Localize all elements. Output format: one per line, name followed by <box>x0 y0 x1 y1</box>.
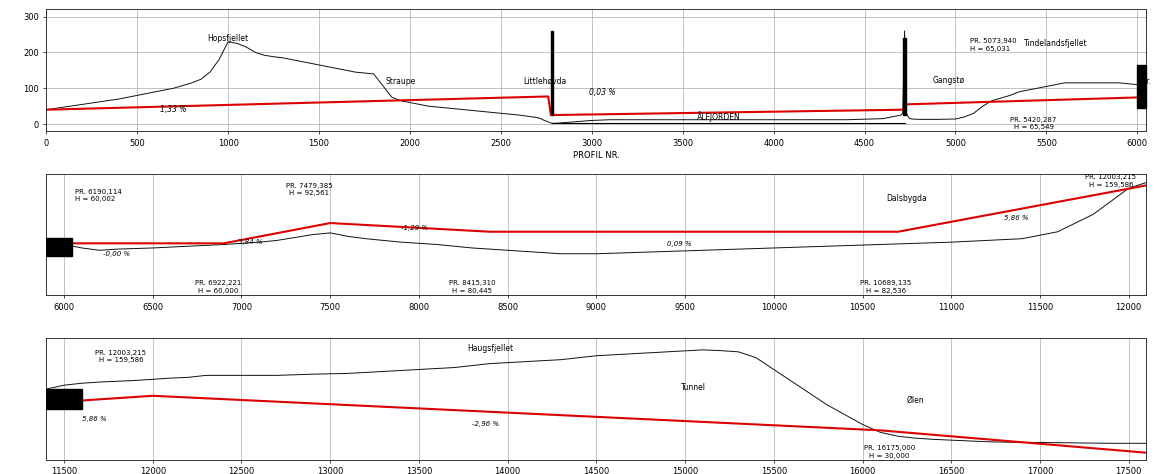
Text: PR. 5073,940
H = 65,031: PR. 5073,940 H = 65,031 <box>970 38 1017 52</box>
Text: PR. 7479,385
H = 92,561: PR. 7479,385 H = 92,561 <box>286 182 332 196</box>
X-axis label: PROFIL NR.: PROFIL NR. <box>573 151 620 160</box>
Text: PR. 6922,221
H = 60,000: PR. 6922,221 H = 60,000 <box>196 280 242 293</box>
Text: Gangstø: Gangstø <box>932 76 965 85</box>
Text: ÅLFJORDEN: ÅLFJORDEN <box>697 111 741 122</box>
Text: PR. 5420,287
H = 65,549: PR. 5420,287 H = 65,549 <box>1011 117 1057 130</box>
Bar <box>903 38 906 115</box>
Text: Straupe: Straupe <box>386 77 416 86</box>
Text: PR. 12003,215
H = 159,586: PR. 12003,215 H = 159,586 <box>95 350 146 364</box>
Bar <box>46 389 82 409</box>
Bar <box>46 237 72 256</box>
Text: PR. 8415,310
H = 80,445: PR. 8415,310 H = 80,445 <box>449 280 496 293</box>
Text: 0,03 %: 0,03 % <box>589 88 616 97</box>
Text: PR. 6190,114
H = 60,002: PR. 6190,114 H = 60,002 <box>75 189 122 202</box>
Text: -1,29 %: -1,29 % <box>401 225 428 231</box>
Text: Br.: Br. <box>1141 77 1151 86</box>
Text: PR. 16175,000
H = 30,000: PR. 16175,000 H = 30,000 <box>864 445 915 459</box>
Bar <box>1137 65 1146 108</box>
Text: 1,33 %: 1,33 % <box>160 105 186 114</box>
Text: Ølen: Ølen <box>907 396 924 405</box>
Text: 5,86 %: 5,86 % <box>82 416 107 422</box>
Text: -0,00 %: -0,00 % <box>103 251 130 257</box>
Text: 5,86 %: 5,86 % <box>1004 215 1029 221</box>
Text: Littlehøvda: Littlehøvda <box>523 77 566 86</box>
Text: Dalsbygda: Dalsbygda <box>887 194 928 203</box>
Text: PR. 12003,215
H = 159,586: PR. 12003,215 H = 159,586 <box>1085 174 1136 188</box>
Text: Tunnel: Tunnel <box>681 383 706 392</box>
Text: Haugsfjellet: Haugsfjellet <box>467 344 513 353</box>
Text: Tindelandsfjellet: Tindelandsfjellet <box>1024 39 1087 48</box>
Text: PR. 10689,135
H = 82,536: PR. 10689,135 H = 82,536 <box>860 280 911 293</box>
Text: Brut: Brut <box>52 242 68 248</box>
Text: Hopsfjellet: Hopsfjellet <box>207 34 249 43</box>
Text: -2,96 %: -2,96 % <box>472 421 499 428</box>
Bar <box>551 31 552 115</box>
Text: 0,09 %: 0,09 % <box>667 241 692 247</box>
Text: 5,84 %: 5,84 % <box>237 239 263 246</box>
